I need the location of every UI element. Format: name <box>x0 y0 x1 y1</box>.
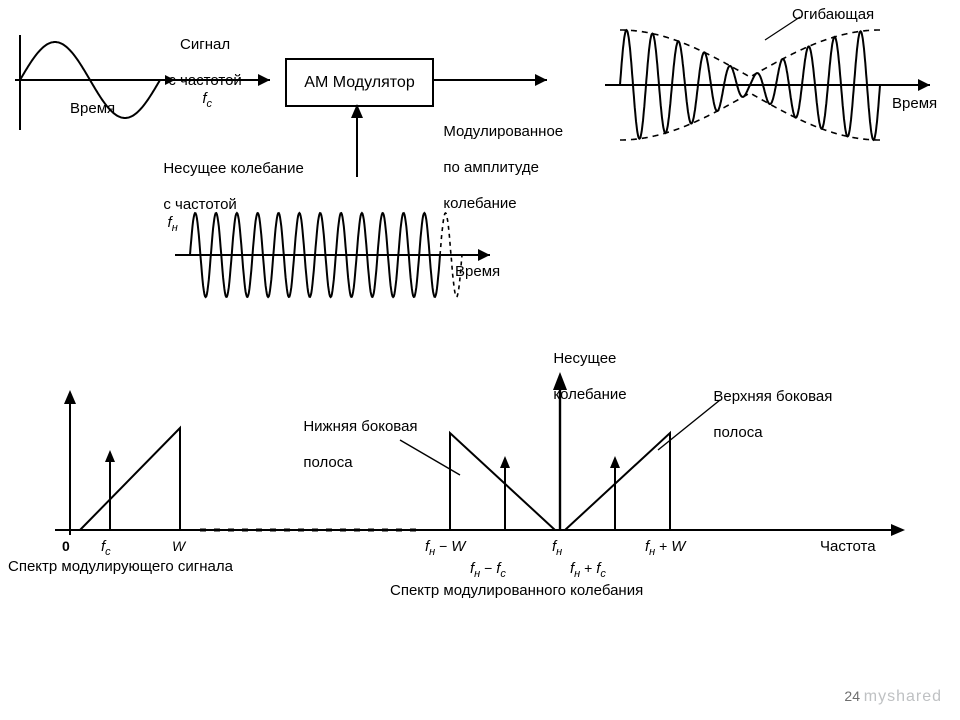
freq-axis-label: Частота <box>820 538 876 556</box>
out-spectrum-caption: Спектр модулированного колебания <box>390 582 643 600</box>
tick-fn-plus-W: fн + W <box>645 538 685 559</box>
lower-sideband-label: Нижняя боковая полоса <box>295 400 418 472</box>
mod-spectrum-caption: Спектр модулирующего сигнала <box>8 558 233 576</box>
spectrum-plot <box>0 0 960 720</box>
tick-fn-plus-fc: fн + fc <box>570 560 606 581</box>
watermark: myshared <box>864 688 942 706</box>
upper-sideband-label: Верхняя боковая полоса <box>705 370 832 442</box>
tick-fc: fc <box>101 538 111 559</box>
tick-fn: fн <box>552 538 562 559</box>
page-number: 24 <box>844 688 860 704</box>
tick-fn-minus-fc: fн − fc <box>470 560 506 581</box>
tick-fn-minus-W: fн − W <box>425 538 465 559</box>
carrier-spectrum-label: Несущее колебание <box>545 332 627 404</box>
tick-0: 0 <box>62 538 70 555</box>
tick-W: W <box>172 538 185 555</box>
